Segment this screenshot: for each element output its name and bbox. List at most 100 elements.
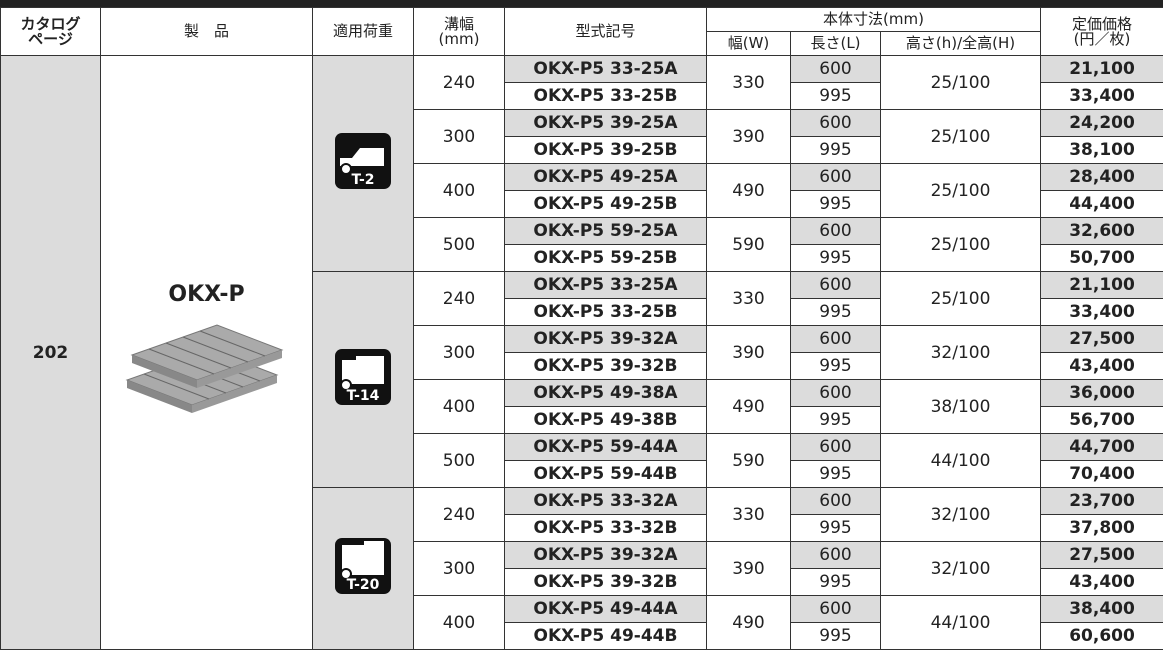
model: OKX-P5 33-25A (504, 55, 707, 83)
size-h: 25/100 (879, 271, 1042, 326)
size-h: 25/100 (879, 163, 1042, 218)
size-w: 390 (706, 325, 791, 380)
price: 44,700 (1040, 433, 1163, 461)
size-w: 390 (706, 109, 791, 164)
table-row: 300 OKX-P5 39-32A 390 600 32/100 27,500 (1, 325, 1163, 380)
price: 36,000 (1040, 379, 1163, 407)
groove-width: 300 (413, 541, 505, 596)
grating-rib (148, 348, 214, 375)
header-width: 溝幅 (mm) (413, 7, 505, 56)
product-name: OKX-P (168, 282, 245, 307)
size-h: 25/100 (879, 55, 1042, 110)
groove-width: 300 (413, 325, 505, 380)
model: OKX-P5 39-32B (504, 568, 707, 596)
header-product: 製 品 (100, 7, 313, 56)
size-w: 490 (706, 595, 791, 650)
vehicle (342, 541, 384, 575)
grating-rib (143, 373, 209, 400)
price: 44,400 (1040, 190, 1163, 218)
header-catalog: カタログ ページ (0, 7, 101, 56)
size-l: 600 (790, 595, 881, 623)
load-icon: T-2 (335, 133, 391, 189)
groove-width: 400 (413, 595, 505, 650)
price: 56,700 (1040, 406, 1163, 434)
size-l: 600 (790, 55, 881, 83)
groove-width: 300 (413, 109, 505, 164)
size-l: 600 (790, 325, 881, 353)
price: 33,400 (1040, 298, 1163, 326)
size-l: 995 (790, 568, 881, 596)
groove-width: 240 (413, 271, 505, 326)
table-row: 300 OKX-P5 39-25A 390 600 25/100 24,200 (1, 109, 1163, 164)
model: OKX-P5 49-44B (504, 622, 707, 650)
model: OKX-P5 39-25B (504, 136, 707, 164)
groove-width: 240 (413, 55, 505, 110)
model: OKX-P5 39-32A (504, 325, 707, 353)
size-l: 995 (790, 352, 881, 380)
text: ページ (28, 29, 73, 48)
model: OKX-P5 59-25A (504, 217, 707, 245)
size-l: 995 (790, 298, 881, 326)
text: 定価価格 (1072, 14, 1133, 33)
size-h: 32/100 (879, 487, 1042, 542)
grating-side (126, 380, 192, 413)
size-w: 490 (706, 379, 791, 434)
text: 溝幅 (443, 14, 474, 33)
table-row: 500 OKX-P5 59-44A 590 600 44/100 44,700 (1, 433, 1163, 488)
load-label: T-20 (347, 577, 380, 593)
wheel (340, 163, 352, 175)
size-l: 995 (790, 190, 881, 218)
model: OKX-P5 49-38A (504, 379, 707, 407)
model: OKX-P5 49-38B (504, 406, 707, 434)
size-w: 330 (706, 487, 791, 542)
table-row: OKX-P5 33-25B 995 33,400 (1, 82, 1163, 110)
table-row: 202 OKX-P T-2 240 OKX-P5 33-25A 330 600 25/100 2… (0, 55, 1163, 650)
size-l: 995 (790, 136, 881, 164)
price: 37,800 (1040, 514, 1163, 542)
price: 38,400 (1040, 595, 1163, 623)
groove-width: 500 (413, 217, 505, 272)
price: 50,700 (1040, 244, 1163, 272)
model: OKX-P5 39-32B (504, 352, 707, 380)
groove-width: 400 (413, 163, 505, 218)
price: 27,500 (1040, 541, 1163, 569)
table-row: OKX-P5 49-25B 995 44,400 (1, 190, 1163, 218)
size-h: 38/100 (879, 379, 1042, 434)
size-w: 490 (706, 163, 791, 218)
grating-rib (199, 330, 265, 357)
table-row: OKX-P5 39-25B 995 38,100 (1, 136, 1163, 164)
header-load: 適用荷重 (312, 7, 414, 56)
table-row: OKX-P5 59-25B 995 50,700 (1, 244, 1163, 272)
load-cell: T-2 (312, 55, 414, 272)
grating-side (196, 350, 282, 388)
size-l: 995 (790, 244, 881, 272)
vehicle (340, 148, 384, 166)
size-l: 995 (790, 460, 881, 488)
model: OKX-P5 49-25B (504, 190, 707, 218)
size-w: 590 (706, 433, 791, 488)
text: (mm) (438, 29, 480, 48)
table-row: OKX-P5 49-44B 995 60,600 (1, 622, 1163, 650)
text: カタログ (20, 14, 81, 33)
catalog-page: 202 (0, 55, 101, 650)
load-cell: T-20 (312, 487, 414, 650)
text: (円／枚) (1073, 29, 1131, 48)
table-row: T-14 240 OKX-P5 33-25A 330 600 25/100 21,100 (1, 271, 1163, 488)
product-image (125, 324, 283, 413)
header-h: 高さ(h)/全高(H) (879, 31, 1042, 56)
table-row: 400 OKX-P5 49-44A 490 600 44/100 38,400 (1, 595, 1163, 650)
size-l: 600 (790, 217, 881, 245)
size-w: 390 (706, 541, 791, 596)
load-icon: T-20 (335, 538, 391, 594)
size-h: 44/100 (879, 433, 1042, 488)
price: 28,400 (1040, 163, 1163, 191)
model: OKX-P5 33-32B (504, 514, 707, 542)
price: 32,600 (1040, 217, 1163, 245)
price: 21,100 (1040, 55, 1163, 83)
load-icon: T-14 (335, 349, 391, 405)
header-w: 幅(W) (706, 31, 791, 56)
grating-rib (165, 342, 231, 369)
model: OKX-P5 59-25B (504, 244, 707, 272)
size-l: 600 (790, 541, 881, 569)
size-h: 32/100 (879, 325, 1042, 380)
